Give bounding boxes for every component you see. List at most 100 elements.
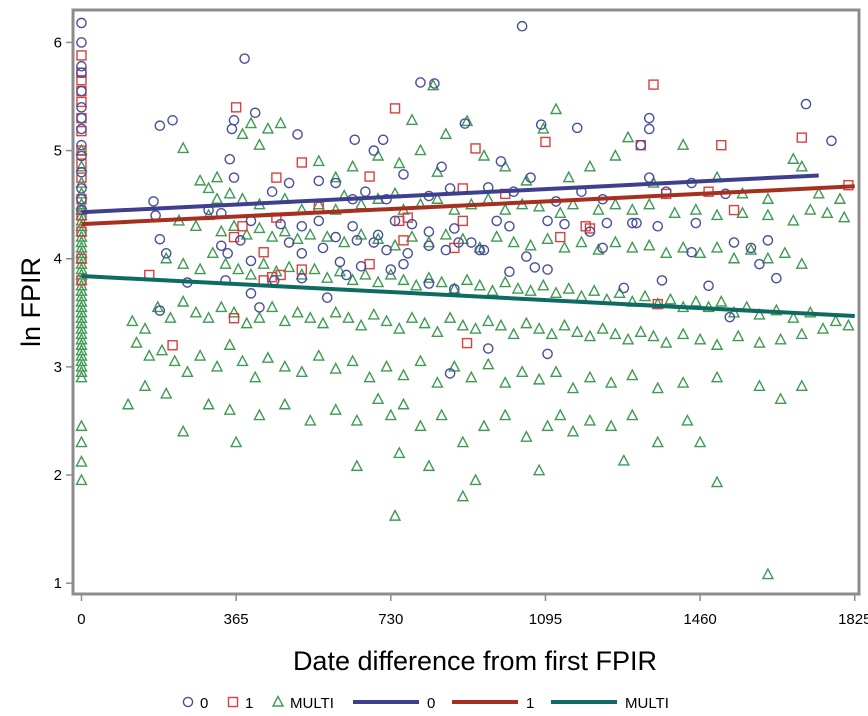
y-axis: 1 2 3 4 5 6 bbox=[54, 34, 73, 592]
data-point-multi bbox=[397, 397, 410, 410]
data-point-1 bbox=[76, 275, 87, 286]
data-point-multi bbox=[304, 227, 317, 240]
data-point-0 bbox=[542, 348, 553, 360]
y-tick-label: 2 bbox=[54, 467, 62, 484]
legend-label: MULTI bbox=[290, 695, 334, 712]
data-point-multi bbox=[520, 316, 533, 329]
data-point-multi bbox=[774, 392, 787, 405]
data-point-multi bbox=[499, 275, 512, 288]
data-point-0 bbox=[355, 261, 367, 272]
data-point-1 bbox=[648, 79, 659, 90]
data-point-0 bbox=[686, 246, 697, 258]
data-point-0 bbox=[643, 123, 655, 135]
data-point-0 bbox=[652, 220, 664, 232]
legend-marker-square bbox=[227, 696, 239, 708]
data-point-multi bbox=[223, 403, 236, 415]
data-point-0 bbox=[724, 311, 736, 323]
data-point-0 bbox=[249, 107, 261, 119]
data-point-multi bbox=[744, 243, 758, 255]
data-point-1 bbox=[540, 136, 551, 148]
data-points bbox=[75, 17, 855, 580]
data-point-multi bbox=[177, 257, 190, 269]
data-point-0 bbox=[495, 156, 507, 167]
data-point-0 bbox=[216, 240, 227, 252]
data-point-1 bbox=[76, 172, 87, 183]
data-point-0 bbox=[245, 255, 257, 267]
data-point-0 bbox=[76, 37, 87, 48]
data-point-multi bbox=[558, 240, 571, 253]
data-point-multi bbox=[520, 430, 533, 442]
data-point-multi bbox=[193, 349, 207, 361]
data-point-multi bbox=[143, 349, 156, 361]
data-point-multi bbox=[388, 509, 402, 521]
data-point-multi bbox=[380, 359, 393, 372]
data-point-multi bbox=[380, 314, 393, 327]
data-point-multi bbox=[571, 325, 584, 337]
data-point-multi bbox=[312, 349, 325, 361]
data-point-0 bbox=[385, 264, 397, 275]
data-point-1 bbox=[389, 103, 401, 114]
data-point-0 bbox=[148, 196, 159, 207]
data-point-0 bbox=[239, 53, 250, 64]
data-point-multi bbox=[626, 203, 639, 215]
data-point-1 bbox=[76, 253, 87, 264]
data-point-multi bbox=[499, 376, 512, 388]
data-point-multi bbox=[460, 273, 474, 286]
data-point-multi bbox=[202, 397, 215, 410]
data-point-multi bbox=[346, 354, 359, 367]
data-point-multi bbox=[75, 159, 88, 172]
data-point-multi bbox=[532, 463, 546, 476]
data-point-multi bbox=[291, 305, 304, 318]
data-point-0 bbox=[643, 112, 655, 124]
data-point-multi bbox=[265, 230, 279, 242]
data-point-multi bbox=[321, 271, 334, 283]
data-point-1 bbox=[555, 231, 566, 243]
data-point-multi bbox=[537, 278, 550, 291]
data-point-1 bbox=[76, 145, 87, 156]
data-point-0 bbox=[601, 217, 613, 229]
data-point-multi bbox=[761, 251, 775, 264]
data-point-1 bbox=[76, 50, 87, 61]
data-point-multi bbox=[621, 130, 635, 143]
data-point-multi bbox=[604, 376, 618, 388]
data-point-multi bbox=[431, 376, 444, 388]
data-point-0 bbox=[283, 177, 295, 189]
data-point-0 bbox=[415, 77, 426, 88]
data-point-0 bbox=[398, 258, 409, 270]
data-point-multi bbox=[592, 243, 605, 255]
data-point-0 bbox=[154, 305, 166, 316]
data-point-multi bbox=[545, 327, 558, 340]
data-point-0 bbox=[222, 248, 233, 259]
data-point-multi bbox=[465, 370, 478, 383]
data-point-multi bbox=[384, 408, 397, 421]
data-point-multi bbox=[617, 453, 630, 466]
plot-frame bbox=[71, 8, 861, 596]
data-point-multi bbox=[253, 221, 266, 234]
data-point-multi bbox=[477, 419, 491, 432]
data-point-multi bbox=[295, 365, 308, 377]
data-point-multi bbox=[405, 113, 419, 126]
data-point-multi bbox=[558, 318, 571, 331]
data-point-0 bbox=[224, 153, 236, 165]
data-point-0 bbox=[228, 115, 240, 126]
data-point-0 bbox=[635, 139, 647, 151]
data-point-multi bbox=[202, 181, 215, 194]
legend-label: MULTI bbox=[625, 695, 669, 712]
data-point-multi bbox=[710, 338, 724, 350]
data-point-multi bbox=[312, 197, 325, 210]
data-point-multi bbox=[439, 227, 453, 240]
data-point-0 bbox=[377, 134, 389, 146]
data-point-0 bbox=[296, 220, 308, 232]
data-point-multi bbox=[829, 314, 842, 327]
data-point-multi bbox=[482, 357, 495, 370]
data-point-0 bbox=[313, 215, 325, 227]
data-point-multi bbox=[588, 284, 601, 296]
data-point-multi bbox=[507, 235, 520, 248]
data-point-multi bbox=[291, 232, 304, 244]
data-point-multi bbox=[202, 311, 215, 323]
data-point-multi bbox=[626, 368, 639, 381]
data-point-0 bbox=[330, 231, 342, 243]
y-axis-title: ln FPIR bbox=[16, 257, 46, 347]
legend-label: 1 bbox=[245, 695, 253, 712]
